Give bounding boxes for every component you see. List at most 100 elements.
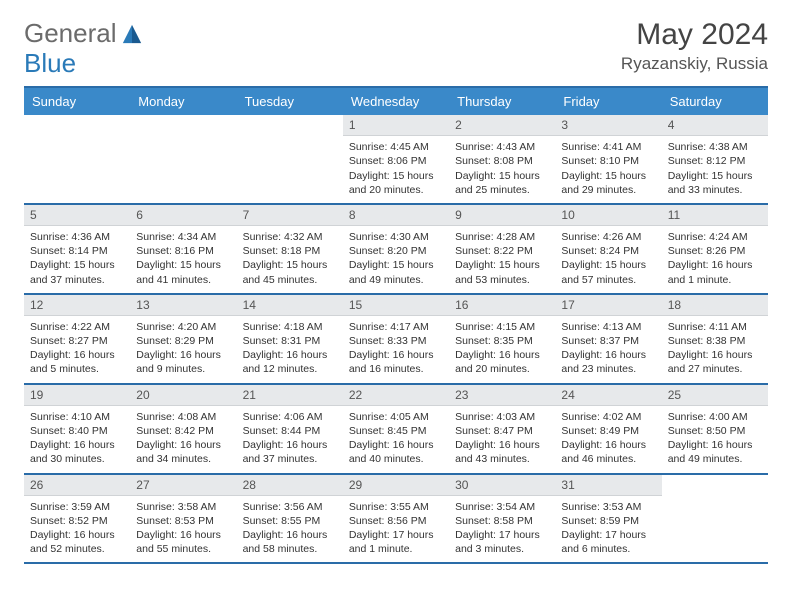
sunset-text: Sunset: 8:44 PM — [243, 424, 337, 438]
sunrise-text: Sunrise: 4:06 AM — [243, 410, 337, 424]
day-number: 5 — [24, 205, 130, 226]
weekday-header: Sunday — [24, 88, 130, 115]
daylight-text: Daylight: 16 hours and 34 minutes. — [136, 438, 230, 466]
day-number — [237, 115, 343, 119]
day-body: Sunrise: 4:26 AMSunset: 8:24 PMDaylight:… — [555, 226, 661, 293]
sunrise-text: Sunrise: 4:22 AM — [30, 320, 124, 334]
weekday-header: Thursday — [449, 88, 555, 115]
day-body: Sunrise: 4:38 AMSunset: 8:12 PMDaylight:… — [662, 136, 768, 203]
day-body: Sunrise: 4:34 AMSunset: 8:16 PMDaylight:… — [130, 226, 236, 293]
page-header: General May 2024 Ryazanskiy, Russia — [24, 18, 768, 74]
weekday-header: Wednesday — [343, 88, 449, 115]
day-body: Sunrise: 4:30 AMSunset: 8:20 PMDaylight:… — [343, 226, 449, 293]
sunrise-text: Sunrise: 3:54 AM — [455, 500, 549, 514]
day-number: 18 — [662, 295, 768, 316]
sunrise-text: Sunrise: 4:34 AM — [136, 230, 230, 244]
daylight-text: Daylight: 16 hours and 43 minutes. — [455, 438, 549, 466]
day-body: Sunrise: 4:20 AMSunset: 8:29 PMDaylight:… — [130, 316, 236, 383]
day-number: 1 — [343, 115, 449, 136]
daylight-text: Daylight: 16 hours and 1 minute. — [668, 258, 762, 286]
day-cell: 10Sunrise: 4:26 AMSunset: 8:24 PMDayligh… — [555, 205, 661, 293]
daylight-text: Daylight: 15 hours and 37 minutes. — [30, 258, 124, 286]
day-body: Sunrise: 3:53 AMSunset: 8:59 PMDaylight:… — [555, 496, 661, 563]
day-number — [24, 115, 130, 119]
daylight-text: Daylight: 16 hours and 49 minutes. — [668, 438, 762, 466]
daylight-text: Daylight: 15 hours and 53 minutes. — [455, 258, 549, 286]
day-body: Sunrise: 4:03 AMSunset: 8:47 PMDaylight:… — [449, 406, 555, 473]
daylight-text: Daylight: 16 hours and 16 minutes. — [349, 348, 443, 376]
day-body: Sunrise: 4:00 AMSunset: 8:50 PMDaylight:… — [662, 406, 768, 473]
day-cell: 29Sunrise: 3:55 AMSunset: 8:56 PMDayligh… — [343, 475, 449, 563]
day-body: Sunrise: 4:13 AMSunset: 8:37 PMDaylight:… — [555, 316, 661, 383]
weekday-header: Monday — [130, 88, 236, 115]
sunrise-text: Sunrise: 4:18 AM — [243, 320, 337, 334]
day-number: 13 — [130, 295, 236, 316]
sunset-text: Sunset: 8:18 PM — [243, 244, 337, 258]
day-cell — [237, 115, 343, 203]
sunset-text: Sunset: 8:47 PM — [455, 424, 549, 438]
day-cell: 11Sunrise: 4:24 AMSunset: 8:26 PMDayligh… — [662, 205, 768, 293]
weekday-header-row: SundayMondayTuesdayWednesdayThursdayFrid… — [24, 88, 768, 115]
sunset-text: Sunset: 8:14 PM — [30, 244, 124, 258]
sunset-text: Sunset: 8:12 PM — [668, 154, 762, 168]
day-cell: 27Sunrise: 3:58 AMSunset: 8:53 PMDayligh… — [130, 475, 236, 563]
daylight-text: Daylight: 16 hours and 27 minutes. — [668, 348, 762, 376]
sunset-text: Sunset: 8:33 PM — [349, 334, 443, 348]
day-number: 3 — [555, 115, 661, 136]
day-cell: 1Sunrise: 4:45 AMSunset: 8:06 PMDaylight… — [343, 115, 449, 203]
day-body: Sunrise: 3:54 AMSunset: 8:58 PMDaylight:… — [449, 496, 555, 563]
sunrise-text: Sunrise: 4:13 AM — [561, 320, 655, 334]
daylight-text: Daylight: 16 hours and 20 minutes. — [455, 348, 549, 376]
day-cell: 22Sunrise: 4:05 AMSunset: 8:45 PMDayligh… — [343, 385, 449, 473]
day-number — [662, 475, 768, 479]
sunrise-text: Sunrise: 4:00 AM — [668, 410, 762, 424]
day-cell: 20Sunrise: 4:08 AMSunset: 8:42 PMDayligh… — [130, 385, 236, 473]
day-number: 24 — [555, 385, 661, 406]
title-block: May 2024 Ryazanskiy, Russia — [621, 18, 768, 74]
daylight-text: Daylight: 15 hours and 49 minutes. — [349, 258, 443, 286]
day-number: 30 — [449, 475, 555, 496]
day-body: Sunrise: 4:18 AMSunset: 8:31 PMDaylight:… — [237, 316, 343, 383]
sunset-text: Sunset: 8:37 PM — [561, 334, 655, 348]
day-body: Sunrise: 4:02 AMSunset: 8:49 PMDaylight:… — [555, 406, 661, 473]
day-cell: 25Sunrise: 4:00 AMSunset: 8:50 PMDayligh… — [662, 385, 768, 473]
sunrise-text: Sunrise: 4:36 AM — [30, 230, 124, 244]
day-body: Sunrise: 4:32 AMSunset: 8:18 PMDaylight:… — [237, 226, 343, 293]
day-cell: 28Sunrise: 3:56 AMSunset: 8:55 PMDayligh… — [237, 475, 343, 563]
day-cell: 18Sunrise: 4:11 AMSunset: 8:38 PMDayligh… — [662, 295, 768, 383]
day-body: Sunrise: 3:59 AMSunset: 8:52 PMDaylight:… — [24, 496, 130, 563]
flag-icon — [121, 23, 143, 45]
day-cell: 23Sunrise: 4:03 AMSunset: 8:47 PMDayligh… — [449, 385, 555, 473]
day-body: Sunrise: 4:41 AMSunset: 8:10 PMDaylight:… — [555, 136, 661, 203]
logo-text-blue: Blue — [24, 48, 76, 79]
daylight-text: Daylight: 15 hours and 41 minutes. — [136, 258, 230, 286]
day-body: Sunrise: 4:06 AMSunset: 8:44 PMDaylight:… — [237, 406, 343, 473]
logo-line2: Blue — [24, 48, 76, 79]
sunrise-text: Sunrise: 4:38 AM — [668, 140, 762, 154]
day-cell: 17Sunrise: 4:13 AMSunset: 8:37 PMDayligh… — [555, 295, 661, 383]
day-body: Sunrise: 4:08 AMSunset: 8:42 PMDaylight:… — [130, 406, 236, 473]
daylight-text: Daylight: 16 hours and 5 minutes. — [30, 348, 124, 376]
sunrise-text: Sunrise: 4:24 AM — [668, 230, 762, 244]
sunrise-text: Sunrise: 4:03 AM — [455, 410, 549, 424]
logo-text-general: General — [24, 18, 117, 49]
calendar: SundayMondayTuesdayWednesdayThursdayFrid… — [24, 86, 768, 564]
week-row: 26Sunrise: 3:59 AMSunset: 8:52 PMDayligh… — [24, 475, 768, 565]
sunrise-text: Sunrise: 4:08 AM — [136, 410, 230, 424]
day-cell: 6Sunrise: 4:34 AMSunset: 8:16 PMDaylight… — [130, 205, 236, 293]
sunset-text: Sunset: 8:49 PM — [561, 424, 655, 438]
sunrise-text: Sunrise: 3:58 AM — [136, 500, 230, 514]
sunrise-text: Sunrise: 4:30 AM — [349, 230, 443, 244]
day-number: 20 — [130, 385, 236, 406]
day-number: 22 — [343, 385, 449, 406]
day-cell: 8Sunrise: 4:30 AMSunset: 8:20 PMDaylight… — [343, 205, 449, 293]
day-cell: 15Sunrise: 4:17 AMSunset: 8:33 PMDayligh… — [343, 295, 449, 383]
day-number: 16 — [449, 295, 555, 316]
weekday-header: Saturday — [662, 88, 768, 115]
day-number: 31 — [555, 475, 661, 496]
day-number: 14 — [237, 295, 343, 316]
day-cell: 4Sunrise: 4:38 AMSunset: 8:12 PMDaylight… — [662, 115, 768, 203]
day-number: 4 — [662, 115, 768, 136]
day-cell: 16Sunrise: 4:15 AMSunset: 8:35 PMDayligh… — [449, 295, 555, 383]
day-number: 12 — [24, 295, 130, 316]
